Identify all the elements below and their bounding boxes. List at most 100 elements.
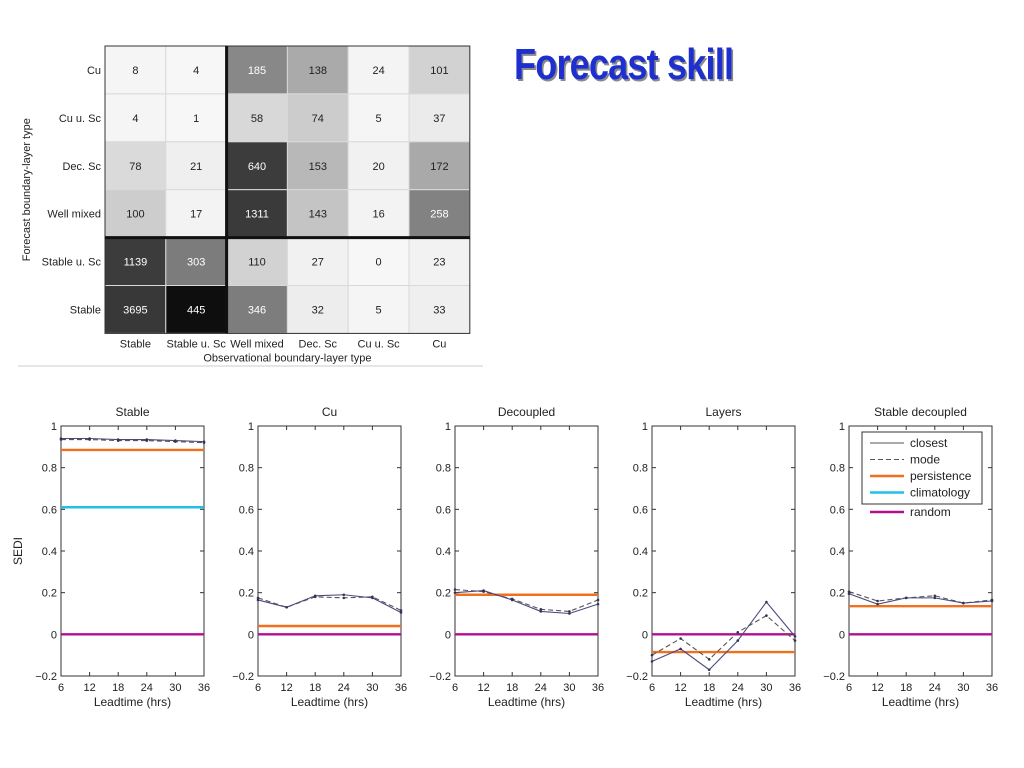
y-tick-label: 0.8 bbox=[42, 463, 57, 475]
matrix-cell bbox=[347, 141, 410, 191]
y-tick-label: 0.8 bbox=[633, 463, 648, 475]
x-tick-label: 24 bbox=[141, 682, 153, 694]
matrix-cell-value: 20 bbox=[372, 161, 384, 173]
y-tick-label: 0.6 bbox=[42, 504, 57, 516]
x-tick-label: 24 bbox=[929, 682, 941, 694]
x-tick-label: 6 bbox=[452, 682, 458, 694]
matrix-ylabel: Forecast boundary-layer type bbox=[21, 118, 33, 261]
matrix-cell bbox=[226, 237, 288, 287]
x-tick-label: 36 bbox=[395, 682, 407, 694]
matrix-cell-value: 16 bbox=[372, 209, 384, 221]
data-point-closest bbox=[256, 598, 260, 602]
x-tick-label: 30 bbox=[169, 682, 181, 694]
panel-title: Layers bbox=[705, 405, 741, 419]
data-point-closest bbox=[847, 592, 851, 596]
x-tick-label: 12 bbox=[871, 682, 883, 694]
matrix-cell-value: 74 bbox=[312, 113, 324, 125]
matrix-cell bbox=[286, 237, 349, 287]
y-tick-label: 0.4 bbox=[436, 546, 451, 558]
matrix-cell bbox=[286, 189, 349, 239]
sedi-panel: −0.2 0 0.2 0.4 0.6 0.8 1 6 12 18 24 30 36 Stable deco… bbox=[823, 405, 998, 709]
x-tick-label: 6 bbox=[255, 682, 261, 694]
matrix-cell-value: 27 bbox=[312, 257, 324, 269]
legend-label-mode: mode bbox=[910, 453, 940, 467]
panel-xlabel: Leadtime (hrs) bbox=[94, 695, 171, 709]
matrix-row-label: Cu u. Sc bbox=[59, 113, 102, 125]
matrix-cell bbox=[347, 93, 410, 143]
y-tick-label: 1 bbox=[445, 421, 451, 433]
x-tick-label: 12 bbox=[280, 682, 292, 694]
data-point-mode bbox=[539, 608, 543, 611]
data-point-closest bbox=[962, 601, 965, 605]
y-tick-label: 1 bbox=[248, 421, 254, 433]
data-point-closest bbox=[285, 605, 288, 609]
sedi-panel: −0.2 0 0.2 0.4 0.6 0.8 1 6 12 18 24 30 36 Stable Leadt… bbox=[11, 405, 210, 709]
matrix-cell-value: 21 bbox=[190, 161, 202, 173]
matrix-cell-value: 33 bbox=[433, 304, 445, 316]
data-point-closest bbox=[679, 647, 682, 651]
panel-frame bbox=[651, 425, 796, 677]
data-point-closest bbox=[933, 596, 937, 600]
series-line-mode bbox=[651, 614, 796, 661]
data-point-closest bbox=[174, 439, 177, 442]
matrix-cell-value: 303 bbox=[187, 257, 205, 269]
matrix-cell bbox=[226, 93, 288, 143]
y-tick-label: 0.4 bbox=[239, 546, 254, 558]
matrix-col-label: Stable u. Sc bbox=[167, 338, 227, 350]
data-point-closest bbox=[990, 599, 994, 603]
y-tick-label: 0 bbox=[642, 629, 648, 641]
data-point-closest bbox=[539, 610, 543, 613]
data-point-closest bbox=[371, 596, 374, 600]
data-point-closest bbox=[568, 612, 571, 615]
matrix-cell-value: 4 bbox=[193, 65, 199, 77]
matrix-cell-value: 17 bbox=[190, 209, 202, 221]
matrix-cell bbox=[408, 285, 471, 334]
data-point-closest bbox=[876, 602, 879, 606]
matrix-cell bbox=[286, 141, 349, 191]
data-point-closest bbox=[904, 596, 908, 600]
panel-title: Decoupled bbox=[498, 405, 555, 419]
y-tick-label: −0.2 bbox=[823, 671, 845, 683]
matrix-cell-value: 153 bbox=[309, 161, 327, 173]
data-point-closest bbox=[342, 593, 346, 597]
y-tick-label: 0.8 bbox=[436, 463, 451, 475]
matrix-cell-value: 100 bbox=[126, 209, 144, 221]
series-line-closest bbox=[257, 594, 402, 613]
matrix-cell bbox=[165, 189, 228, 239]
x-tick-label: 6 bbox=[846, 682, 852, 694]
matrix-frame bbox=[104, 45, 471, 334]
data-point-closest bbox=[736, 639, 740, 642]
y-tick-label: 0.2 bbox=[436, 588, 451, 600]
data-point-mode bbox=[876, 599, 879, 603]
matrix-cell-value: 1311 bbox=[245, 209, 269, 221]
y-tick-label: 0.4 bbox=[633, 546, 648, 558]
matrix-cell bbox=[408, 141, 471, 191]
y-tick-label: −0.2 bbox=[232, 671, 254, 683]
panel-xlabel: Leadtime (hrs) bbox=[685, 695, 762, 709]
matrix-cell-value: 5 bbox=[376, 304, 382, 316]
x-tick-label: 18 bbox=[506, 682, 518, 694]
y-tick-label: 1 bbox=[51, 421, 57, 433]
x-tick-label: 18 bbox=[112, 682, 124, 694]
data-point-closest bbox=[793, 635, 797, 638]
data-point-closest bbox=[765, 600, 768, 604]
matrix-row-label: Dec. Sc bbox=[62, 161, 101, 173]
x-tick-label: 30 bbox=[563, 682, 575, 694]
data-point-mode bbox=[256, 596, 260, 600]
panel-xlabel: Leadtime (hrs) bbox=[882, 695, 959, 709]
matrix-cell bbox=[408, 45, 471, 95]
x-tick-label: 6 bbox=[58, 682, 64, 694]
y-tick-label: 0 bbox=[51, 629, 57, 641]
confusion-matrix: 8 4 185 138 24 101 4 1 58 74 5 37 78 21 640 153 20 172 100… bbox=[18, 45, 483, 367]
data-point-closest bbox=[399, 611, 403, 614]
data-point-mode bbox=[596, 598, 600, 602]
matrix-row-label: Stable bbox=[70, 304, 101, 316]
matrix-cell bbox=[104, 285, 167, 334]
matrix-cell bbox=[165, 285, 228, 334]
matrix-cell-value: 8 bbox=[132, 65, 138, 77]
matrix-row-label: Well mixed bbox=[47, 209, 101, 221]
y-tick-label: 0.6 bbox=[436, 504, 451, 516]
y-tick-label: 0.6 bbox=[830, 504, 845, 516]
matrix-col-label: Cu u. Sc bbox=[358, 338, 401, 350]
